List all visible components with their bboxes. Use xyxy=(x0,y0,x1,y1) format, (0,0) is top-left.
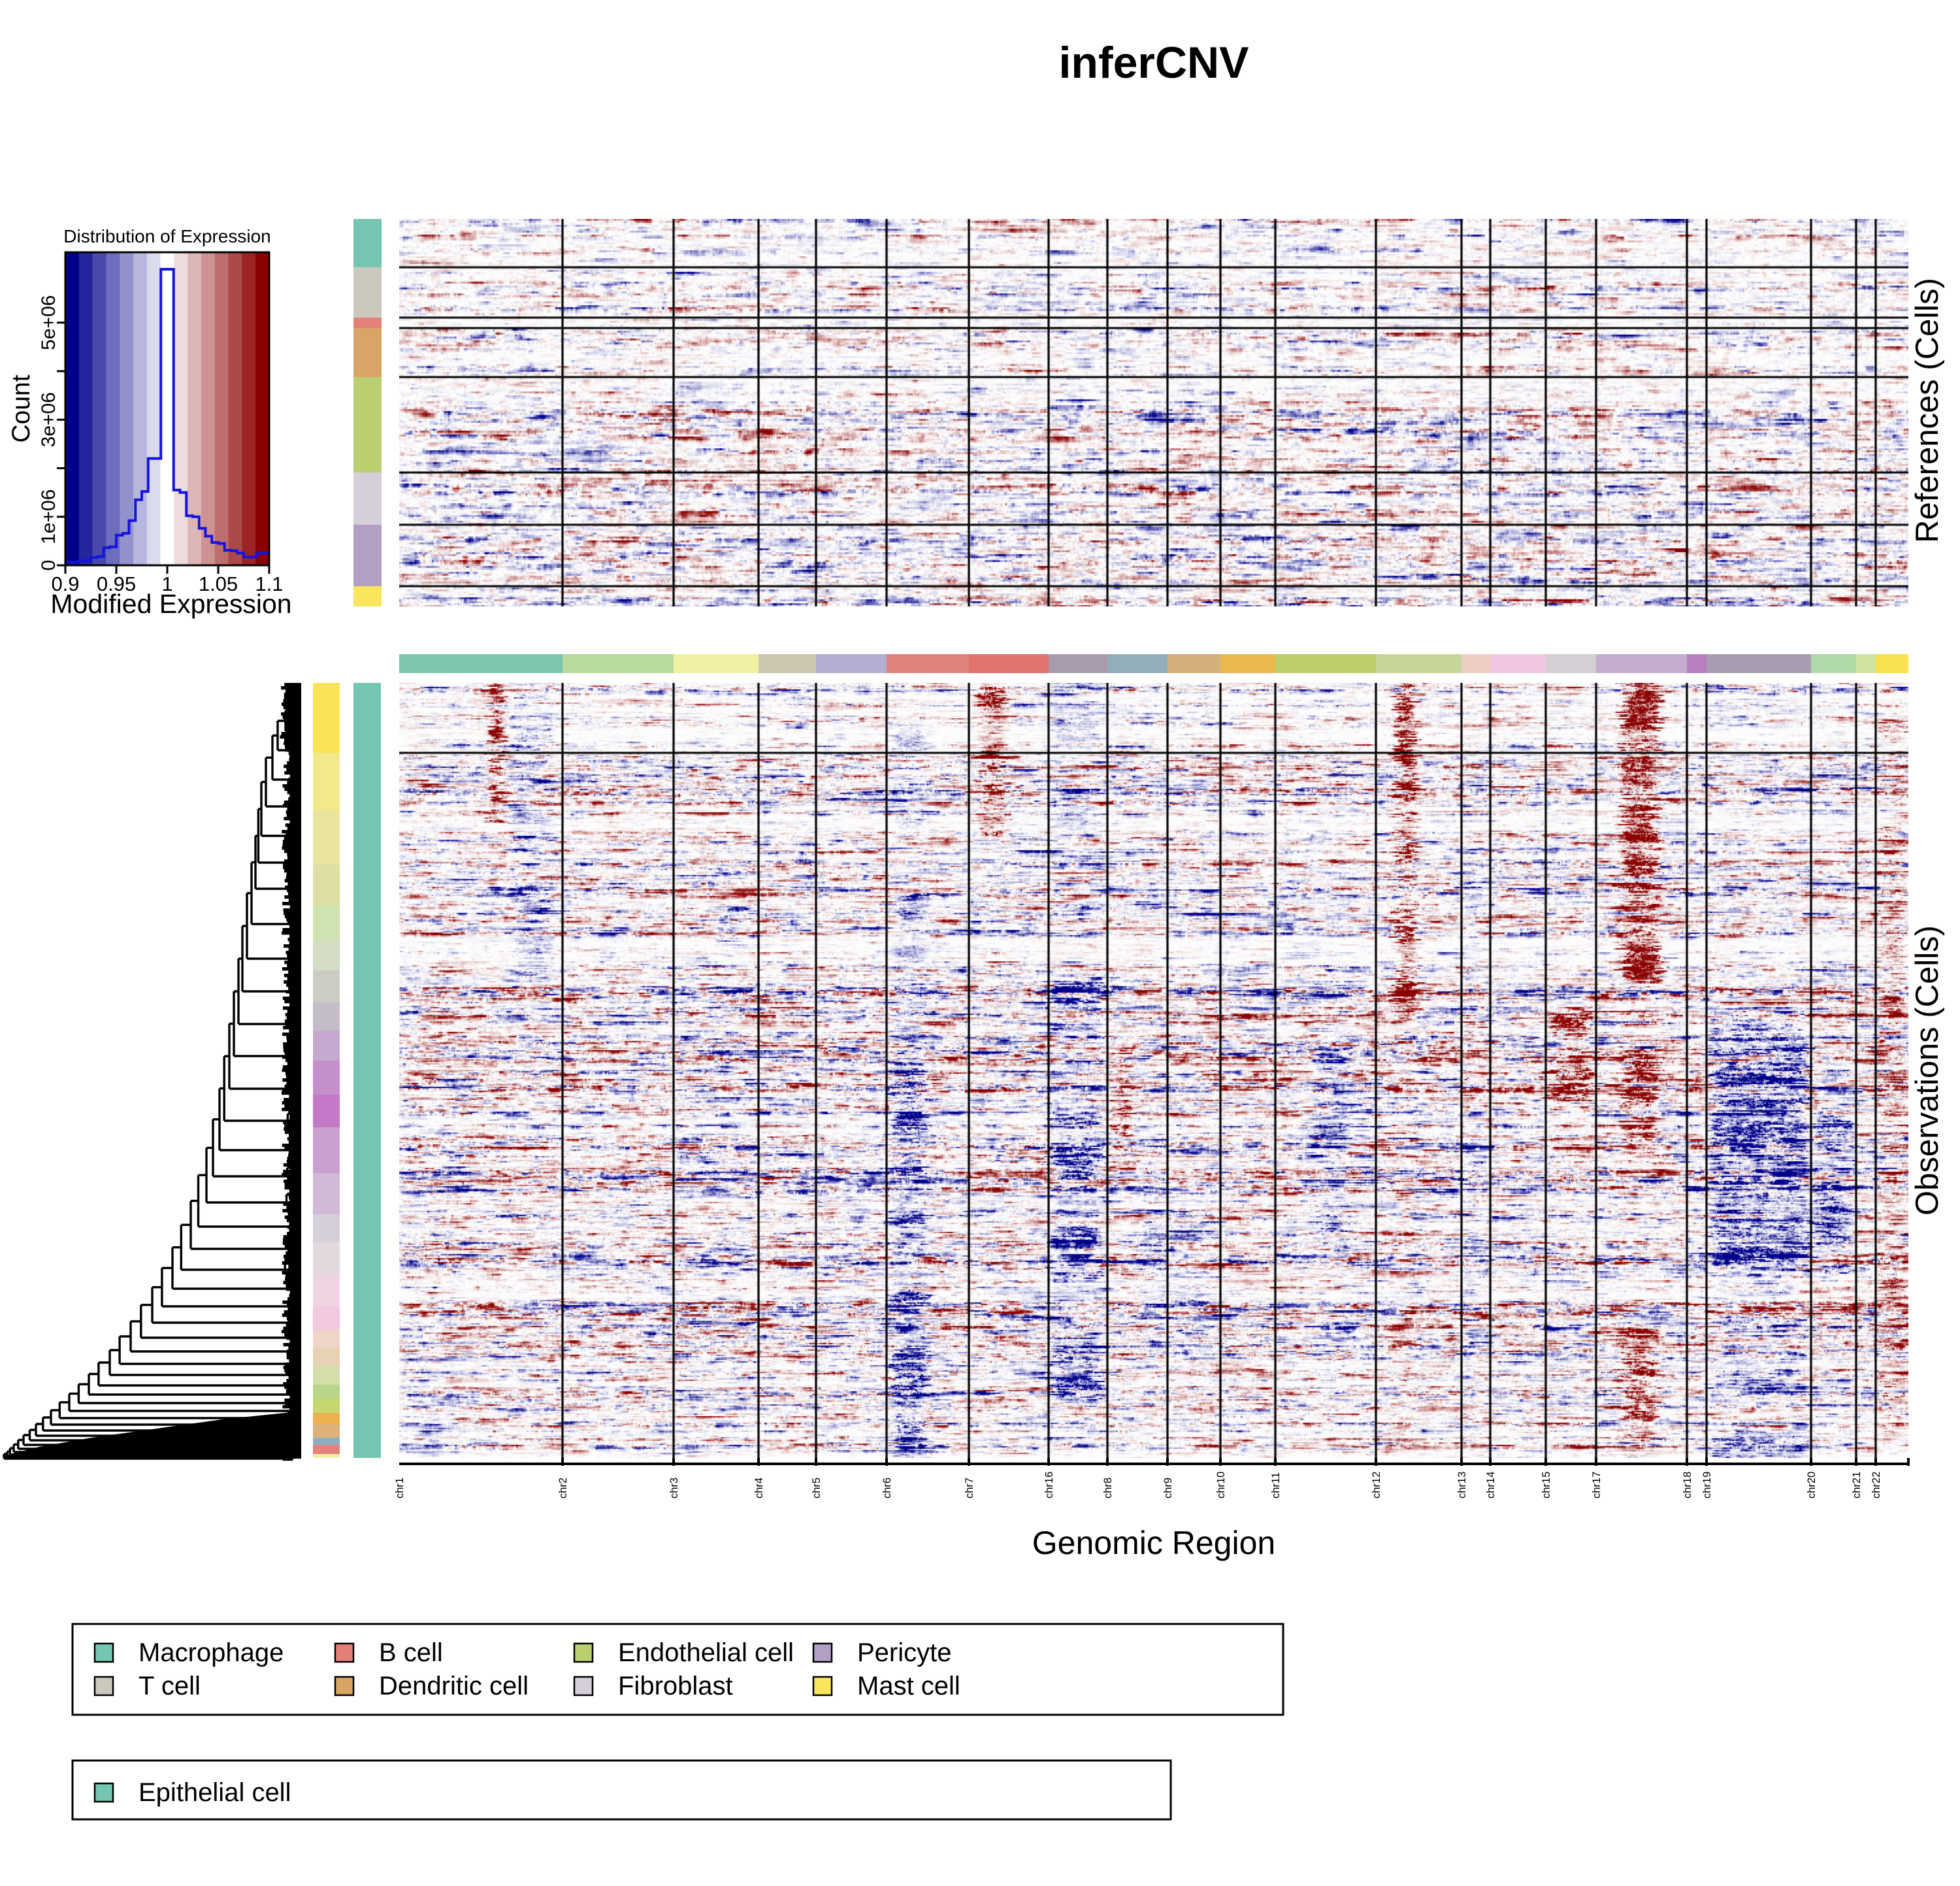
svg-text:Macrophage: Macrophage xyxy=(139,1638,284,1667)
svg-text:chr9: chr9 xyxy=(1162,1478,1174,1498)
svg-text:chr21: chr21 xyxy=(1851,1472,1863,1498)
svg-text:Observations (Cells): Observations (Cells) xyxy=(1910,925,1945,1216)
svg-text:1.1: 1.1 xyxy=(255,572,283,595)
svg-text:chr4: chr4 xyxy=(753,1478,765,1498)
svg-text:chr15: chr15 xyxy=(1541,1472,1552,1498)
svg-text:chr12: chr12 xyxy=(1371,1472,1382,1498)
svg-text:chr6: chr6 xyxy=(881,1478,893,1498)
svg-text:chr3: chr3 xyxy=(668,1478,680,1498)
svg-text:B cell: B cell xyxy=(379,1638,443,1667)
svg-text:inferCNV: inferCNV xyxy=(1059,38,1249,88)
svg-text:chr19: chr19 xyxy=(1701,1472,1713,1498)
svg-text:chr18: chr18 xyxy=(1682,1472,1693,1498)
svg-text:chr5: chr5 xyxy=(811,1478,823,1498)
svg-text:chr22: chr22 xyxy=(1870,1472,1882,1498)
svg-text:Pericyte: Pericyte xyxy=(857,1638,952,1667)
svg-text:chr2: chr2 xyxy=(557,1478,569,1498)
svg-text:Dendritic cell: Dendritic cell xyxy=(379,1672,529,1700)
svg-text:5e+06: 5e+06 xyxy=(38,295,59,350)
svg-text:Modified Expression: Modified Expression xyxy=(50,589,291,619)
svg-text:0: 0 xyxy=(38,560,59,571)
svg-text:Fibroblast: Fibroblast xyxy=(618,1672,733,1700)
svg-text:3e+06: 3e+06 xyxy=(38,392,59,447)
svg-text:chr16: chr16 xyxy=(1043,1472,1055,1498)
svg-text:0.95: 0.95 xyxy=(97,572,136,595)
svg-text:1: 1 xyxy=(161,572,172,595)
svg-text:T cell: T cell xyxy=(139,1672,201,1700)
svg-text:chr17: chr17 xyxy=(1591,1472,1603,1498)
svg-text:References (Cells): References (Cells) xyxy=(1910,278,1945,543)
svg-text:chr13: chr13 xyxy=(1456,1472,1468,1498)
svg-text:chr14: chr14 xyxy=(1485,1472,1497,1498)
svg-text:chr1: chr1 xyxy=(394,1478,406,1498)
svg-text:Distribution of Expression: Distribution of Expression xyxy=(63,226,270,246)
svg-text:chr10: chr10 xyxy=(1215,1472,1227,1498)
svg-text:chr7: chr7 xyxy=(964,1478,975,1498)
svg-text:Endothelial cell: Endothelial cell xyxy=(618,1638,794,1667)
svg-text:chr8: chr8 xyxy=(1102,1478,1114,1498)
svg-text:Genomic Region: Genomic Region xyxy=(1032,1525,1275,1561)
svg-text:chr20: chr20 xyxy=(1806,1472,1818,1498)
svg-text:1.05: 1.05 xyxy=(199,572,238,595)
svg-text:Epithelial cell: Epithelial cell xyxy=(139,1778,291,1807)
svg-text:chr11: chr11 xyxy=(1270,1472,1282,1498)
svg-text:Count: Count xyxy=(7,374,35,442)
svg-text:0.9: 0.9 xyxy=(51,572,79,595)
svg-text:Mast cell: Mast cell xyxy=(857,1672,960,1700)
svg-text:1e+06: 1e+06 xyxy=(38,489,59,544)
